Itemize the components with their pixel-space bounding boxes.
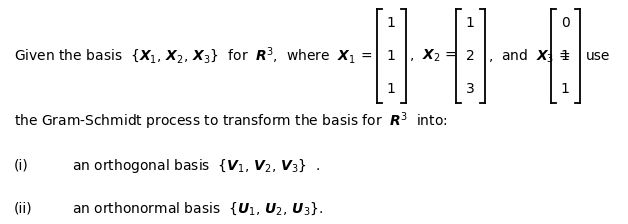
Text: 1: 1 [466,16,475,30]
Text: 0: 0 [561,16,570,30]
Text: (i): (i) [14,159,28,173]
Text: 2: 2 [466,49,475,63]
Text: ,  $\boldsymbol{X}_2\,{=}$: , $\boldsymbol{X}_2\,{=}$ [409,48,457,64]
Text: 1: 1 [561,49,570,63]
Text: 1: 1 [387,82,396,96]
Text: use: use [586,49,610,63]
Text: 1: 1 [561,82,570,96]
Text: an orthogonal basis  $\{\boldsymbol{V}_1,\, \boldsymbol{V}_2,\, \boldsymbol{V}_3: an orthogonal basis $\{\boldsymbol{V}_1,… [72,157,321,175]
Text: 1: 1 [387,16,396,30]
Text: 3: 3 [466,82,475,96]
Text: (ii): (ii) [14,201,33,215]
Text: 1: 1 [387,49,396,63]
Text: ,  and  $\boldsymbol{X}_3\,{=}$: , and $\boldsymbol{X}_3\,{=}$ [488,47,571,65]
Text: an orthonormal basis  $\{\boldsymbol{U}_1,\, \boldsymbol{U}_2,\, \boldsymbol{U}_: an orthonormal basis $\{\boldsymbol{U}_1… [72,200,324,217]
Text: Given the basis  $\{\boldsymbol{X}_1,\, \boldsymbol{X}_2,\, \boldsymbol{X}_3\}$ : Given the basis $\{\boldsymbol{X}_1,\, \… [14,46,372,66]
Text: the Gram-Schmidt process to transform the basis for  $\boldsymbol{R}^3$  into:: the Gram-Schmidt process to transform th… [14,110,447,132]
